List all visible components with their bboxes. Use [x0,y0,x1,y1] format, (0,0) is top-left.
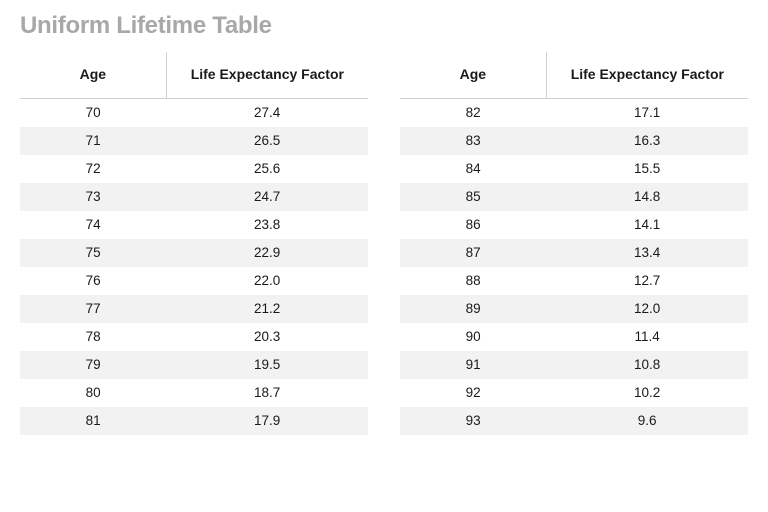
cell-age: 86 [400,211,546,239]
col-header-factor: Life Expectancy Factor [166,52,368,98]
cell-age: 78 [20,323,166,351]
cell-factor: 18.7 [166,379,368,407]
table-row: 7721.2 [20,295,368,323]
cell-factor: 22.0 [166,267,368,295]
cell-age: 92 [400,379,546,407]
cell-age: 89 [400,295,546,323]
table-row: 7622.0 [20,267,368,295]
cell-age: 85 [400,183,546,211]
cell-factor: 10.8 [546,351,748,379]
table-row: 8614.1 [400,211,748,239]
table-row: 9110.8 [400,351,748,379]
table-row: 7423.8 [20,211,368,239]
table-row: 9210.2 [400,379,748,407]
cell-factor: 25.6 [166,155,368,183]
cell-age: 70 [20,98,166,127]
cell-age: 77 [20,295,166,323]
table-row: 7820.3 [20,323,368,351]
col-header-age: Age [20,52,166,98]
cell-age: 87 [400,239,546,267]
table-row: 8316.3 [400,127,748,155]
cell-age: 79 [20,351,166,379]
cell-age: 74 [20,211,166,239]
cell-factor: 27.4 [166,98,368,127]
cell-factor: 19.5 [166,351,368,379]
cell-factor: 24.7 [166,183,368,211]
cell-age: 82 [400,98,546,127]
cell-factor: 23.8 [166,211,368,239]
table-row: 8217.1 [400,98,748,127]
cell-factor: 17.1 [546,98,748,127]
cell-factor: 14.1 [546,211,748,239]
lifetime-table-right: Age Life Expectancy Factor 8217.18316.38… [400,52,748,435]
cell-age: 83 [400,127,546,155]
cell-factor: 16.3 [546,127,748,155]
table-row: 8415.5 [400,155,748,183]
cell-age: 73 [20,183,166,211]
lifetime-table-left: Age Life Expectancy Factor 7027.47126.57… [20,52,368,435]
cell-factor: 13.4 [546,239,748,267]
cell-factor: 20.3 [166,323,368,351]
cell-factor: 17.9 [166,407,368,435]
cell-factor: 9.6 [546,407,748,435]
cell-factor: 12.7 [546,267,748,295]
table-row: 7225.6 [20,155,368,183]
table-row: 7522.9 [20,239,368,267]
cell-age: 93 [400,407,546,435]
cell-factor: 22.9 [166,239,368,267]
cell-age: 71 [20,127,166,155]
col-header-factor: Life Expectancy Factor [546,52,748,98]
table-row: 7126.5 [20,127,368,155]
cell-age: 90 [400,323,546,351]
table-body-left: 7027.47126.57225.67324.77423.87522.97622… [20,98,368,435]
cell-factor: 10.2 [546,379,748,407]
cell-age: 75 [20,239,166,267]
cell-factor: 12.0 [546,295,748,323]
cell-age: 72 [20,155,166,183]
table-row: 8117.9 [20,407,368,435]
table-row: 7324.7 [20,183,368,211]
cell-age: 84 [400,155,546,183]
cell-factor: 21.2 [166,295,368,323]
table-row: 8912.0 [400,295,748,323]
table-row: 939.6 [400,407,748,435]
cell-age: 80 [20,379,166,407]
table-row: 7027.4 [20,98,368,127]
cell-factor: 11.4 [546,323,748,351]
cell-age: 81 [20,407,166,435]
table-row: 8018.7 [20,379,368,407]
cell-factor: 26.5 [166,127,368,155]
cell-age: 76 [20,267,166,295]
cell-age: 88 [400,267,546,295]
page-title: Uniform Lifetime Table [20,12,748,40]
table-row: 8514.8 [400,183,748,211]
table-row: 9011.4 [400,323,748,351]
cell-age: 91 [400,351,546,379]
table-row: 8713.4 [400,239,748,267]
table-row: 8812.7 [400,267,748,295]
tables-container: Age Life Expectancy Factor 7027.47126.57… [20,52,748,435]
table-row: 7919.5 [20,351,368,379]
table-body-right: 8217.18316.38415.58514.88614.18713.48812… [400,98,748,435]
cell-factor: 15.5 [546,155,748,183]
cell-factor: 14.8 [546,183,748,211]
col-header-age: Age [400,52,546,98]
